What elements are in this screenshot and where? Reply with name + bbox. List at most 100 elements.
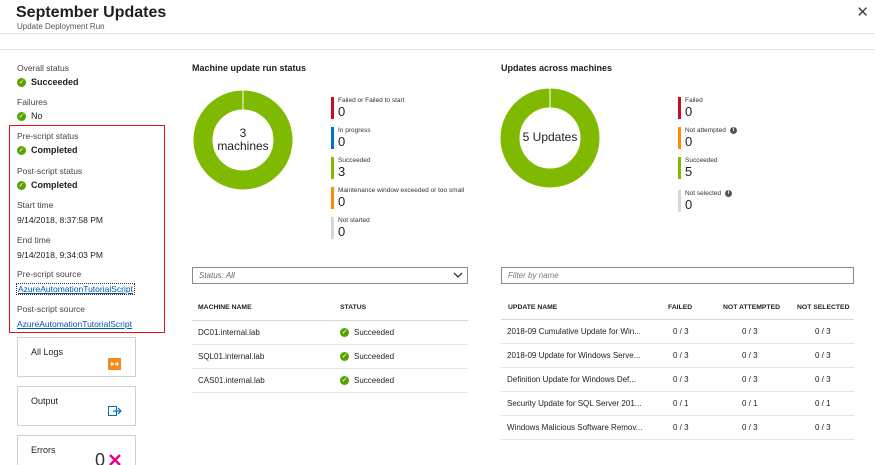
machine-name-header[interactable]: MACHINE NAME bbox=[198, 304, 252, 311]
table-row[interactable]: 2018-09 Update for Windows Serve... 0 / … bbox=[501, 344, 854, 368]
success-check-icon: ✓ bbox=[17, 111, 26, 121]
blade-header: September Updates Update Deployment Run … bbox=[0, 0, 875, 34]
not-attempted-count: 0 / 3 bbox=[742, 423, 758, 432]
success-check-icon: ✓ bbox=[17, 77, 26, 87]
legend-label: In progress bbox=[338, 127, 371, 134]
post-script-status-label: Post-script status bbox=[17, 166, 83, 176]
legend-swatch bbox=[678, 97, 681, 119]
legend-label: Succeeded bbox=[338, 157, 371, 164]
legend-label: Not selected bbox=[685, 190, 722, 198]
legend-succeeded: Succeeded 5 bbox=[678, 157, 718, 179]
legend-label: Not attempted bbox=[685, 127, 726, 135]
table-row[interactable]: Definition Update for Windows Def... 0 /… bbox=[501, 368, 854, 392]
end-time: End time 9/14/2018, 9:34:03 PM bbox=[17, 235, 103, 260]
table-divider bbox=[192, 320, 468, 321]
pre-script-status: Pre-script status ✓ Completed bbox=[17, 131, 78, 155]
failed-count: 0 / 3 bbox=[673, 375, 689, 384]
update-name: 2018-09 Cumulative Update for Win... bbox=[507, 327, 641, 336]
not-selected-header[interactable]: NOT SELECTED bbox=[797, 304, 850, 311]
error-x-icon bbox=[109, 454, 121, 465]
updates-status-title: Updates across machines bbox=[501, 63, 613, 73]
pre-script-status-label: Pre-script status bbox=[17, 131, 79, 141]
not-selected-count: 0 / 1 bbox=[815, 399, 831, 408]
update-name: 2018-09 Update for Windows Serve... bbox=[507, 351, 641, 360]
machine-name: DC01.internal.lab bbox=[198, 328, 260, 337]
legend-swatch bbox=[678, 157, 681, 179]
status-filter-dropdown[interactable]: Status: All bbox=[192, 267, 468, 284]
not-attempted-count: 0 / 3 bbox=[742, 327, 758, 336]
legend-failed-or-failed-to-start: Failed or Failed to start 0 bbox=[331, 97, 404, 119]
failed-header[interactable]: FAILED bbox=[668, 304, 693, 311]
highlight-box bbox=[9, 125, 165, 333]
success-check-icon: ✓ bbox=[17, 180, 26, 190]
not-attempted-header[interactable]: NOT ATTEMPTED bbox=[723, 304, 781, 311]
success-check-icon: ✓ bbox=[340, 328, 349, 337]
failed-count: 0 / 3 bbox=[673, 351, 689, 360]
machine-status: Succeeded bbox=[354, 352, 395, 361]
table-row[interactable]: 2018-09 Cumulative Update for Win... 0 /… bbox=[501, 320, 854, 344]
post-script-source: Post-script source AzureAutomationTutori… bbox=[17, 304, 132, 332]
machine-name: CAS01.internal.lab bbox=[198, 376, 265, 385]
legend-value: 5 bbox=[685, 164, 693, 179]
post-script-status-value: Completed bbox=[31, 180, 78, 190]
table-row[interactable]: Security Update for SQL Server 201... 0 … bbox=[501, 392, 854, 416]
start-time: Start time 9/14/2018, 8:37:58 PM bbox=[17, 200, 103, 225]
end-time-value: 9/14/2018, 9:34:03 PM bbox=[17, 250, 104, 260]
success-check-icon: ✓ bbox=[340, 376, 349, 385]
legend-label: Maintenance window exceeded or too small bbox=[338, 187, 465, 194]
chevron-down-icon bbox=[453, 272, 463, 278]
update-name: Windows Malicious Software Remov... bbox=[507, 423, 643, 432]
start-time-label: Start time bbox=[17, 200, 54, 210]
status-header[interactable]: STATUS bbox=[340, 304, 367, 311]
legend-not-started: Not started 0 bbox=[331, 217, 370, 239]
failures: Failures ✓ No bbox=[17, 97, 47, 121]
close-icon[interactable]: ✕ bbox=[856, 4, 869, 21]
not-attempted-count: 0 / 1 bbox=[742, 399, 758, 408]
pre-script-source-link[interactable]: AzureAutomationTutorialScript bbox=[16, 283, 135, 295]
legend-failed: Failed 0 bbox=[678, 97, 703, 119]
table-row[interactable]: Windows Malicious Software Remov... 0 / … bbox=[501, 416, 854, 440]
success-check-icon: ✓ bbox=[17, 145, 26, 155]
success-check-icon: ✓ bbox=[340, 352, 349, 361]
legend-value: 0 bbox=[685, 134, 693, 150]
legend-value: 0 bbox=[338, 134, 346, 149]
toolbar-divider bbox=[0, 49, 875, 50]
legend-swatch bbox=[678, 190, 681, 212]
pre-script-source-label: Pre-script source bbox=[17, 269, 82, 279]
update-name-header[interactable]: UPDATE NAME bbox=[508, 304, 558, 311]
overall-status-label: Overall status bbox=[17, 63, 69, 73]
update-name: Security Update for SQL Server 201... bbox=[507, 399, 642, 408]
legend-succeeded: Succeeded 3 bbox=[331, 157, 371, 179]
output-tile[interactable]: Output bbox=[17, 386, 136, 426]
all-logs-tile[interactable]: All Logs bbox=[17, 337, 136, 377]
overall-status: Overall status ✓ Succeeded bbox=[17, 63, 79, 87]
table-row[interactable]: SQL01.internal.lab ✓ Succeeded bbox=[192, 345, 468, 369]
legend-swatch bbox=[331, 97, 334, 119]
legend-value: 3 bbox=[338, 164, 346, 179]
legend-not-selected: Not selected i 0 bbox=[678, 190, 733, 212]
info-icon[interactable]: i bbox=[729, 127, 737, 134]
legend-not-attempted: Not attempted i 0 bbox=[678, 127, 737, 149]
legend-value: 0 bbox=[338, 194, 346, 209]
errors-count: 0 bbox=[95, 450, 106, 465]
logs-icon bbox=[108, 358, 121, 370]
machine-count-unit: machines bbox=[217, 139, 269, 153]
overall-status-value: Succeeded bbox=[31, 77, 79, 87]
post-script-source-link[interactable]: AzureAutomationTutorialScript bbox=[17, 319, 132, 329]
output-icon bbox=[108, 406, 122, 416]
info-icon[interactable]: i bbox=[725, 190, 733, 197]
post-script-status: Post-script status ✓ Completed bbox=[17, 166, 82, 190]
pre-script-status-value: Completed bbox=[31, 145, 78, 155]
page-title: September Updates bbox=[16, 4, 167, 21]
filter-by-name-input[interactable] bbox=[501, 267, 854, 284]
legend-label: Failed bbox=[685, 97, 703, 104]
legend-value: 0 bbox=[685, 104, 693, 119]
not-attempted-count: 0 / 3 bbox=[742, 375, 758, 384]
legend-label: Not started bbox=[338, 217, 370, 224]
not-attempted-count: 0 / 3 bbox=[742, 351, 758, 360]
legend-swatch bbox=[331, 127, 334, 149]
legend-swatch bbox=[331, 217, 334, 239]
table-row[interactable]: DC01.internal.lab ✓ Succeeded bbox=[192, 321, 468, 345]
table-row[interactable]: CAS01.internal.lab ✓ Succeeded bbox=[192, 369, 468, 393]
errors-tile[interactable]: Errors 0 bbox=[17, 435, 136, 465]
